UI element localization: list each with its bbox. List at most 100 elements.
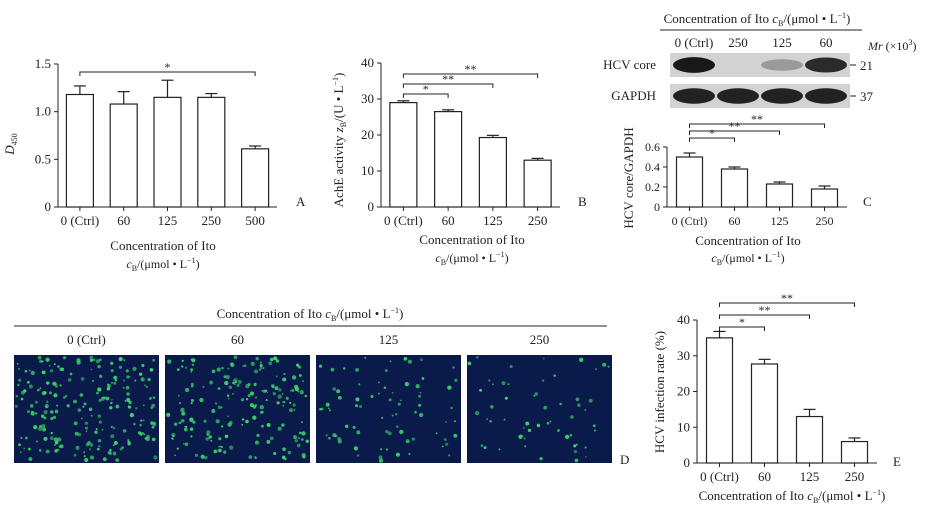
fluorescent-cell: [92, 358, 96, 361]
fluorescent-cell: [227, 397, 230, 400]
fluorescent-cell: [325, 402, 330, 407]
fluorescent-cell: [523, 427, 525, 429]
fluorescent-cell: [276, 401, 280, 405]
fluorescent-cell: [289, 389, 292, 392]
fluorescent-cell: [184, 366, 188, 369]
fluorescent-cell: [152, 358, 155, 362]
panel-b-x-tick-label: 125: [483, 213, 503, 228]
fluorescent-cell: [300, 438, 304, 441]
fluorescent-cell: [191, 363, 195, 366]
fluorescent-cell: [202, 386, 205, 388]
fluorescent-cell: [281, 423, 285, 427]
panel-b-xlabel-line1: Concentration of Ito: [419, 232, 524, 247]
fluorescent-cell: [336, 389, 341, 394]
fluorescent-cell: [185, 425, 188, 428]
fluorescent-cell: [521, 434, 524, 437]
fluorescent-cell: [185, 387, 190, 393]
fluorescent-cell: [418, 403, 422, 407]
panel-a-significance-bracket: [79, 71, 256, 76]
panel-a-y-tick-label: 1.5: [35, 56, 51, 71]
fluorescent-cell: [85, 442, 90, 447]
fluorescent-cell: [34, 412, 38, 415]
fluorescent-cell: [199, 397, 204, 403]
fluorescent-cell: [415, 384, 420, 389]
fluorescent-cell: [148, 396, 152, 400]
fluorescent-cell: [83, 402, 87, 406]
fluorescent-cell: [592, 424, 596, 428]
fluorescent-cell: [89, 358, 94, 362]
fluorescent-cell: [302, 380, 304, 383]
fluorescent-cell: [245, 419, 249, 424]
fluorescent-cell: [266, 423, 271, 427]
fluorescent-cell: [534, 392, 539, 396]
fluorescent-cell: [223, 450, 227, 454]
panel-b-y-tick-label: 20: [361, 127, 374, 142]
fluorescent-cell: [102, 457, 107, 461]
fluorescent-cell: [17, 367, 21, 370]
panel-e-y-tick-label: 0: [684, 455, 691, 470]
fluorescent-cell: [258, 368, 262, 371]
fluorescent-cell: [50, 436, 54, 441]
panel-c-chart: 00.20.40.60 (Ctrl) 60 125 250 * ** ** HCV cor…: [621, 112, 872, 267]
fluorescent-cell: [252, 415, 257, 420]
fluorescent-cell: [384, 369, 388, 372]
panel-c-significance-bracket: [689, 137, 735, 142]
fluorescent-cell: [378, 458, 384, 463]
fluorescent-cell: [105, 396, 110, 401]
fluorescent-cell: [112, 451, 117, 456]
fluorescent-cell: [84, 421, 88, 425]
fluorescent-cell: [254, 455, 257, 459]
fluorescent-cell: [56, 404, 59, 407]
fluorescent-cell: [145, 437, 150, 442]
fluorescent-cell: [261, 410, 264, 414]
fluorescent-cell: [255, 356, 259, 361]
fluorescent-cell: [52, 381, 57, 386]
fluorescent-cell: [194, 453, 199, 457]
fluorescent-cell: [150, 421, 154, 425]
fluorescent-cell: [211, 409, 216, 413]
fluorescent-cell: [112, 426, 116, 430]
fluorescent-cell: [355, 367, 360, 372]
panel-c-y-tick-label: 0.2: [645, 180, 660, 194]
fluorescent-cell: [269, 357, 274, 362]
fluorescent-cell: [118, 365, 123, 369]
fluorescent-cell: [476, 356, 479, 359]
fluorescent-cell: [39, 360, 43, 363]
fluorescent-cell: [125, 369, 129, 373]
fluorescent-cell: [259, 405, 264, 410]
fluorescent-cell: [266, 439, 271, 444]
fluorescent-cell: [126, 392, 130, 396]
fluorescent-cell: [98, 398, 102, 402]
fluorescent-cell: [167, 359, 172, 364]
fluorescent-cell: [564, 434, 570, 440]
panel-b-y-tick-label: 40: [361, 55, 374, 70]
panel-e-y-tick-label: 40: [677, 312, 690, 327]
panel-a-xlabel-line2: cB/(μmol • L−1): [126, 256, 199, 273]
fluorescent-cell: [419, 391, 422, 394]
fluorescent-cell: [453, 420, 457, 423]
fluorescent-cell: [123, 359, 126, 362]
fluorescent-cell: [41, 370, 46, 375]
blot-band: [805, 88, 847, 104]
fluorescent-cell: [60, 367, 65, 372]
panel-a-y-tick-label: 1.0: [35, 104, 51, 119]
panel-c-xlabel-line2: cB/(μmol • L−1): [711, 250, 784, 267]
fluorescent-cell: [573, 444, 577, 448]
fluorescent-cell: [15, 394, 19, 398]
fluorescent-cell: [53, 443, 56, 446]
fluorescent-cell: [234, 380, 238, 384]
fluorescent-cell: [575, 443, 578, 446]
fluorescent-cell: [330, 367, 335, 372]
fluorescent-cell: [254, 440, 260, 445]
fluorescent-cell: [62, 356, 67, 360]
fluorescent-cell: [101, 428, 104, 431]
fluorescent-cell: [190, 370, 193, 373]
fluorescent-cell: [110, 369, 114, 373]
fluorescent-cell: [218, 445, 221, 448]
fluorescent-cell: [152, 421, 156, 425]
fluorescent-cell: [217, 387, 221, 391]
fluorescent-cell: [577, 403, 581, 408]
fluorescent-cell: [206, 430, 211, 435]
fluorescent-cell: [171, 432, 176, 437]
